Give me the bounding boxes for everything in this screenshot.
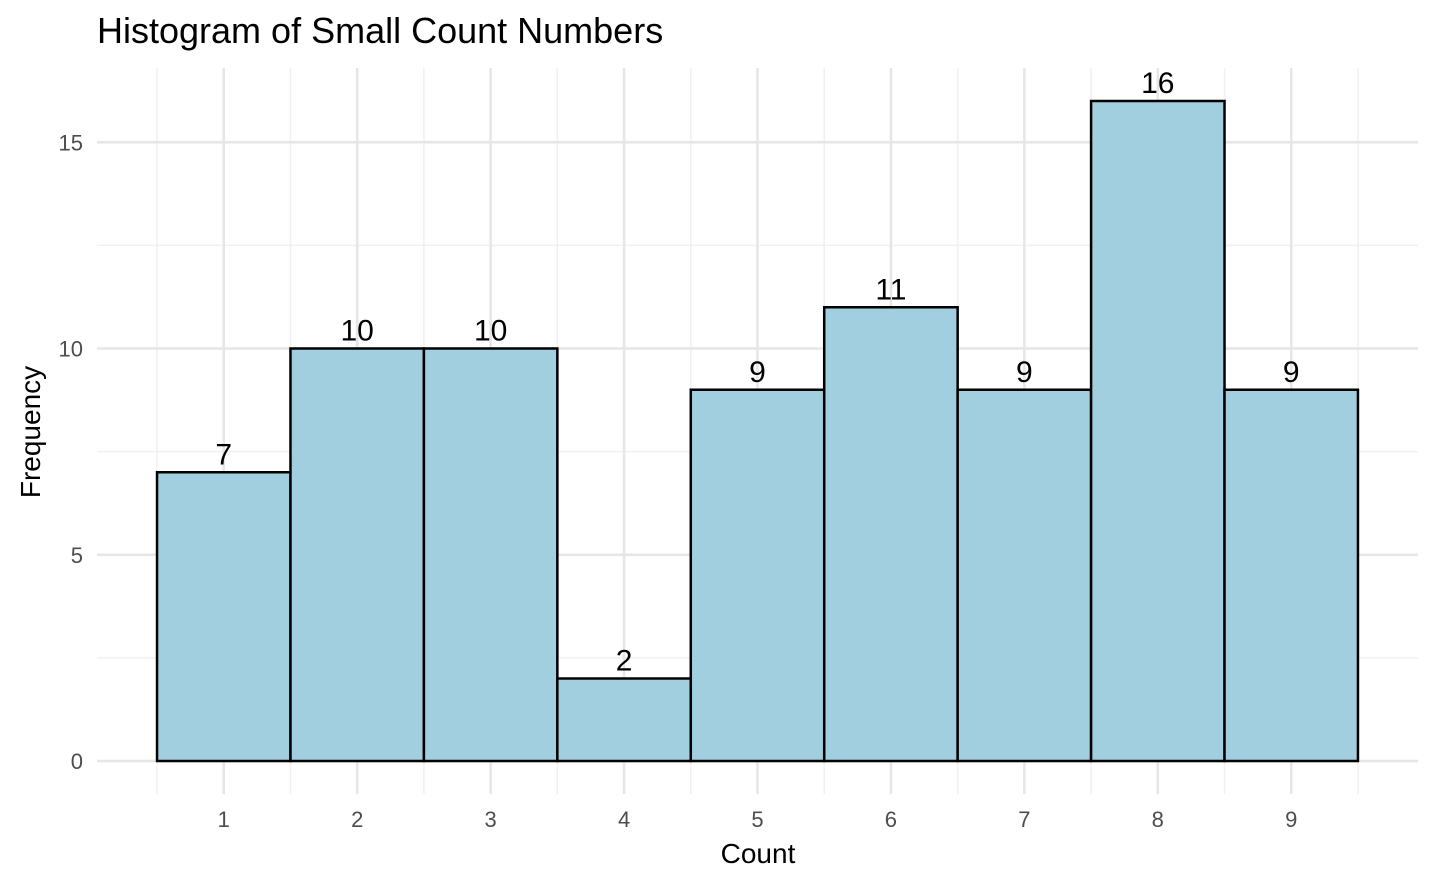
chart-title: Histogram of Small Count Numbers bbox=[97, 10, 664, 51]
bar-value-label: 16 bbox=[1141, 67, 1174, 100]
histogram-bar bbox=[822, 306, 959, 763]
bar-value-label: 2 bbox=[616, 645, 633, 678]
x-axis-title: Count bbox=[721, 838, 796, 869]
x-tick-label: 3 bbox=[485, 807, 497, 832]
y-tick-label: 10 bbox=[59, 337, 83, 362]
bar-value-label: 7 bbox=[215, 438, 232, 471]
x-tick-label: 5 bbox=[751, 807, 763, 832]
histogram-bar bbox=[1223, 388, 1360, 763]
bar-value-label: 10 bbox=[341, 315, 374, 348]
x-axis-ticks: 1 2 3 4 5 6 7 8 9 bbox=[218, 807, 1298, 832]
x-tick-label: 7 bbox=[1018, 807, 1030, 832]
y-tick-label: 0 bbox=[71, 749, 83, 774]
histogram-bar bbox=[556, 677, 693, 763]
y-tick-label: 5 bbox=[71, 543, 83, 568]
bar-value-label: 9 bbox=[749, 356, 766, 389]
x-tick-label: 9 bbox=[1285, 807, 1297, 832]
x-tick-label: 2 bbox=[351, 807, 363, 832]
x-tick-label: 4 bbox=[618, 807, 630, 832]
y-axis-title: Frequency bbox=[15, 366, 46, 498]
histogram-bar bbox=[1089, 99, 1226, 763]
histogram-bar bbox=[289, 347, 426, 763]
histogram-bar bbox=[155, 471, 292, 763]
histogram-bar bbox=[956, 388, 1093, 763]
data-labels: 7 10 10 2 9 11 9 16 9 bbox=[215, 67, 1299, 678]
bar-value-label: 9 bbox=[1016, 356, 1033, 389]
x-tick-label: 8 bbox=[1152, 807, 1164, 832]
y-axis-ticks: 0 5 10 15 bbox=[59, 130, 83, 774]
x-tick-label: 6 bbox=[885, 807, 897, 832]
bar-value-label: 11 bbox=[875, 273, 906, 306]
bar-value-label: 9 bbox=[1283, 356, 1300, 389]
histogram-bar bbox=[689, 388, 826, 763]
bars bbox=[155, 99, 1360, 763]
y-tick-label: 15 bbox=[59, 130, 83, 155]
bar-value-label: 10 bbox=[474, 315, 507, 348]
histogram-bar bbox=[422, 347, 559, 763]
x-tick-label: 1 bbox=[218, 807, 230, 832]
